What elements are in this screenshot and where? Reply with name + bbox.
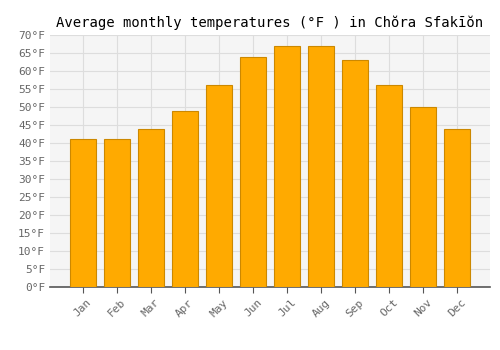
Bar xyxy=(240,57,266,287)
Bar xyxy=(70,139,96,287)
Bar xyxy=(410,107,436,287)
Bar xyxy=(308,46,334,287)
Title: Average monthly temperatures (°F ) in Chŏra Sfakīŏn: Average monthly temperatures (°F ) in Ch… xyxy=(56,15,484,30)
Bar xyxy=(206,85,232,287)
Bar xyxy=(104,139,130,287)
Bar xyxy=(274,46,300,287)
Bar xyxy=(172,111,198,287)
Bar xyxy=(444,128,470,287)
Bar xyxy=(138,128,164,287)
Bar xyxy=(376,85,402,287)
Bar xyxy=(342,60,368,287)
